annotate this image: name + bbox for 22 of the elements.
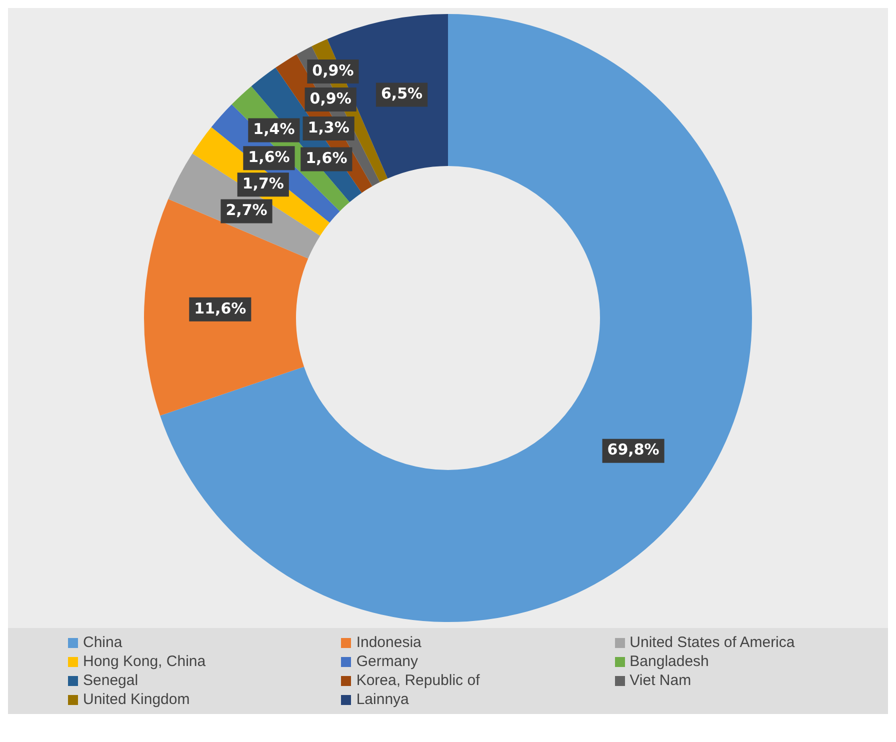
legend-label: United States of America (630, 634, 795, 651)
data-label: 1,4% (253, 120, 295, 138)
legend-label: Hong Kong, China (83, 653, 206, 670)
legend-label: Senegal (83, 672, 138, 689)
legend-label: Lainnya (356, 691, 409, 708)
legend-label: Germany (356, 653, 418, 670)
legend-label: Bangladesh (630, 653, 709, 670)
data-label: 1,6% (248, 148, 290, 166)
legend-label: China (83, 634, 122, 651)
legend-label: Korea, Republic of (356, 672, 480, 689)
data-label: 6,5% (380, 84, 423, 103)
data-label: 1,7% (242, 174, 284, 192)
data-label: 69,8% (607, 440, 660, 459)
data-label: 11,6% (194, 299, 246, 318)
data-label: 1,3% (308, 118, 350, 136)
legend-label: United Kingdom (83, 691, 190, 708)
legend-label: Indonesia (356, 634, 422, 651)
data-label: 1,6% (306, 149, 348, 168)
legend-label: Viet Nam (630, 672, 692, 689)
data-label: 0,9% (312, 61, 354, 80)
data-label: 0,9% (310, 89, 352, 108)
data-label: 2,7% (226, 201, 268, 220)
